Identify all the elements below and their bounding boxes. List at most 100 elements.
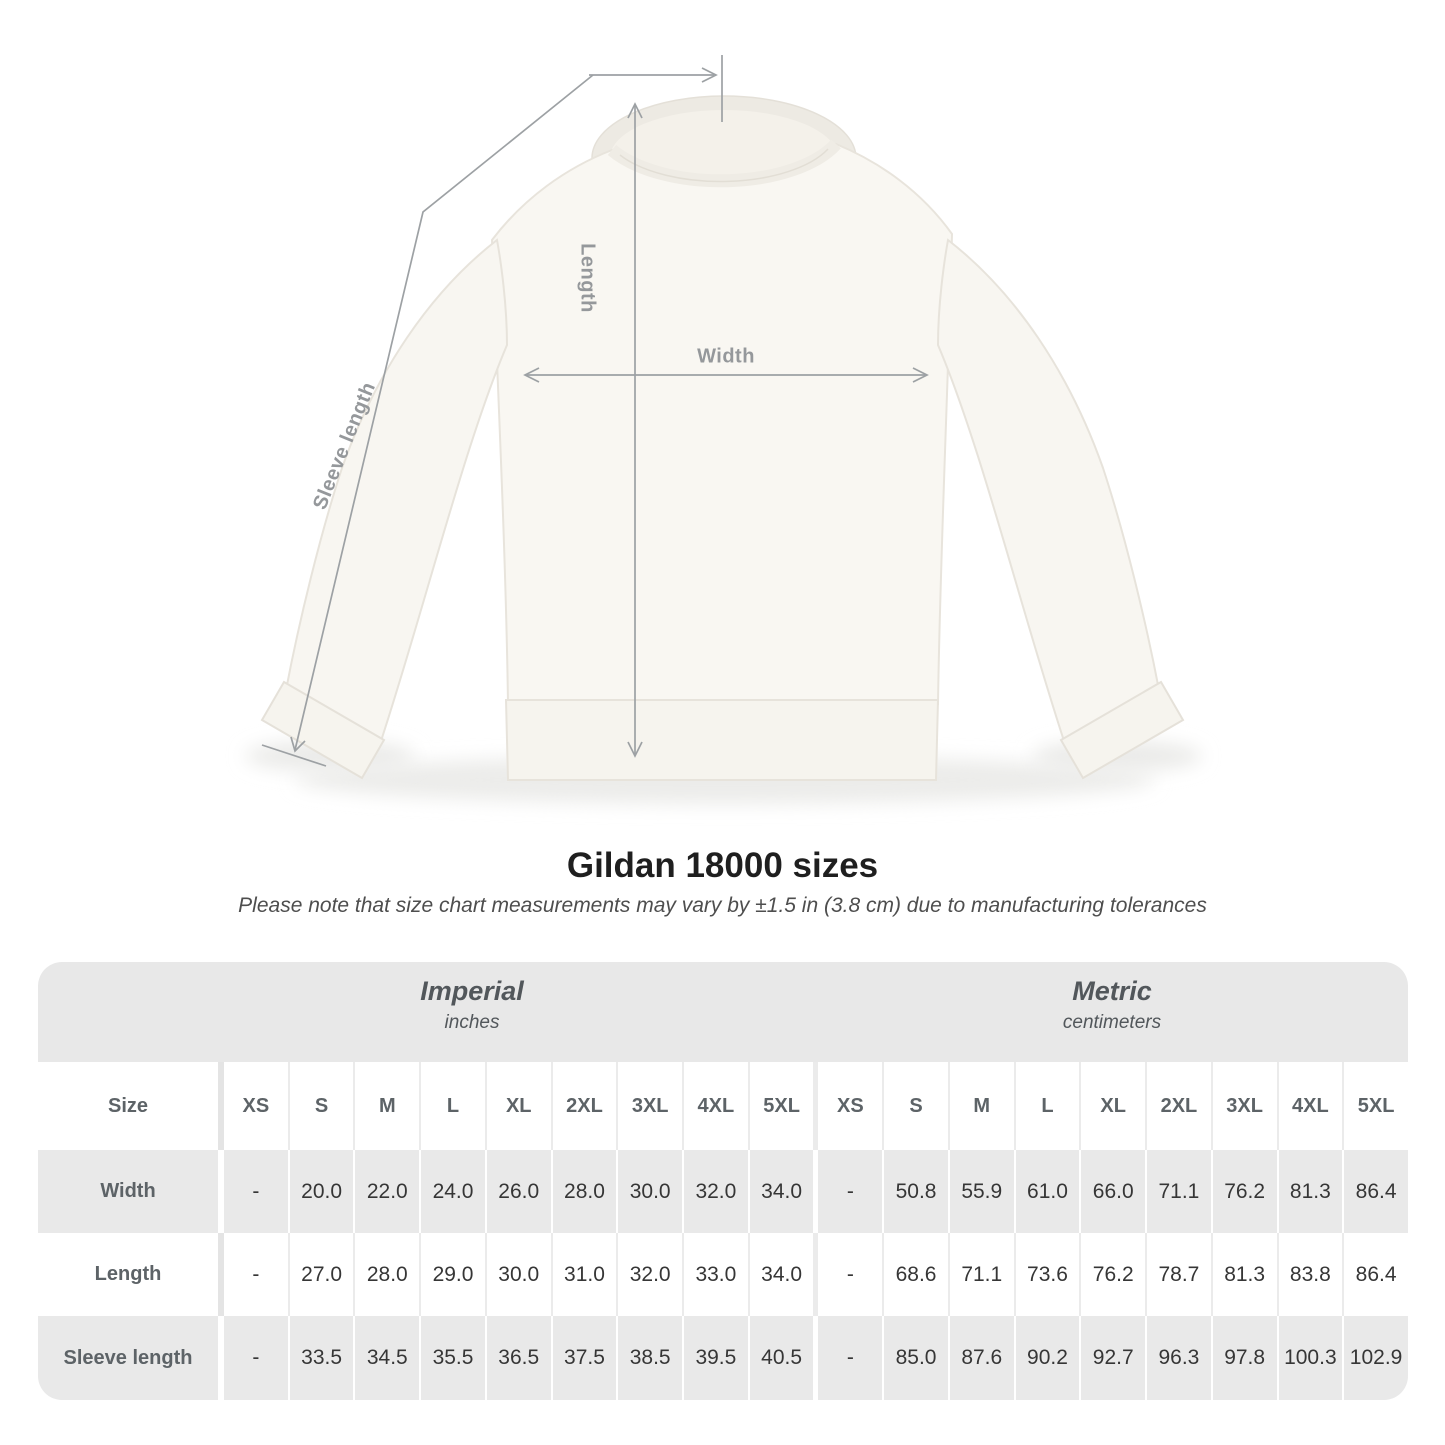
measurement-value: 61.0 bbox=[1013, 1150, 1080, 1233]
size-label: M bbox=[353, 1062, 419, 1150]
hem-band bbox=[504, 699, 940, 781]
measurement-value: 76.2 bbox=[1210, 1150, 1277, 1233]
measurement-value: 83.8 bbox=[1276, 1233, 1343, 1316]
measurement-value: 31.0 bbox=[550, 1233, 617, 1316]
width-label: Width bbox=[697, 345, 755, 368]
length-arrowhead-bottom bbox=[627, 741, 643, 758]
size-label: 5XL bbox=[747, 1062, 814, 1150]
measurement-value: - bbox=[218, 1233, 288, 1316]
unit-group-band: Imperial inches Metric centimeters bbox=[38, 962, 1408, 1062]
sleeve-right bbox=[936, 238, 1161, 746]
size-label: XS bbox=[813, 1062, 882, 1150]
measurement-value: 86.4 bbox=[1342, 1150, 1408, 1233]
measurement-value: 34.5 bbox=[353, 1316, 419, 1400]
measurement-value: 39.5 bbox=[682, 1316, 748, 1400]
neckline-seam bbox=[619, 148, 829, 183]
size-label: M bbox=[947, 1062, 1014, 1150]
size-label: L bbox=[419, 1062, 485, 1150]
measurement-value: 97.8 bbox=[1210, 1316, 1277, 1400]
size-label: 4XL bbox=[682, 1062, 748, 1150]
measurement-value: 22.0 bbox=[353, 1150, 419, 1233]
measurement-value: 28.0 bbox=[353, 1233, 419, 1316]
measurement-value: 34.0 bbox=[747, 1150, 814, 1233]
size-label: 2XL bbox=[1145, 1062, 1211, 1150]
measurement-value: 102.9 bbox=[1342, 1316, 1408, 1400]
measurement-value: 100.3 bbox=[1276, 1316, 1343, 1400]
cuff-right bbox=[1059, 680, 1185, 780]
measurement-value: 73.6 bbox=[1013, 1233, 1080, 1316]
sleeve-length-line bbox=[294, 74, 594, 751]
measurement-value: 29.0 bbox=[419, 1233, 485, 1316]
measurement-value: 32.0 bbox=[616, 1233, 682, 1316]
measurement-lines bbox=[261, 55, 929, 767]
measurement-value: - bbox=[813, 1150, 882, 1233]
size-label: S bbox=[882, 1062, 948, 1150]
measurement-value: 37.5 bbox=[550, 1316, 617, 1400]
measurement-value: 30.0 bbox=[484, 1233, 551, 1316]
sleeve-length-arrowhead bbox=[290, 736, 306, 753]
sleeve-length-endstop bbox=[261, 744, 327, 767]
measurement-value: 90.2 bbox=[1013, 1316, 1080, 1400]
measurement-value: 27.0 bbox=[287, 1233, 354, 1316]
metric-group-header: Metric centimeters bbox=[846, 976, 1378, 1034]
width-row: Width -20.0 22.0 24.0 26.0 28.0 30.0 32.0 34.0-5… bbox=[38, 1150, 1408, 1233]
size-label: L bbox=[1013, 1062, 1080, 1150]
measurement-row-label: Sleeve length bbox=[63, 1346, 193, 1369]
measurement-row-label: Width bbox=[100, 1180, 156, 1202]
measurement-value: 38.5 bbox=[616, 1316, 682, 1400]
measurement-value: 78.7 bbox=[1145, 1233, 1211, 1316]
measurement-value: 55.9 bbox=[947, 1150, 1014, 1233]
metric-group-unit: centimeters bbox=[1062, 1012, 1162, 1033]
measurement-value: 50.8 bbox=[882, 1150, 948, 1233]
length-label: Length bbox=[576, 243, 599, 313]
measurement-value: 33.0 bbox=[682, 1233, 748, 1316]
measurement-value: 87.6 bbox=[947, 1316, 1014, 1400]
size-header-row: Size XS S M L XL 2XL 3XL 4XL 5XL XS S M L XL 2XL 3XL 4XL 5… bbox=[38, 1062, 1408, 1150]
sweatshirt-diagram: Length Width Sleeve length bbox=[245, 55, 1202, 804]
measurement-value: 20.0 bbox=[287, 1150, 354, 1233]
metric-group-title: Metric bbox=[1072, 976, 1152, 1006]
measurement-value: 92.7 bbox=[1079, 1316, 1145, 1400]
measurement-value: 26.0 bbox=[484, 1150, 551, 1233]
length-arrowhead-top bbox=[627, 102, 643, 119]
measurement-value: 30.0 bbox=[616, 1150, 682, 1233]
measurement-value: 96.3 bbox=[1145, 1316, 1211, 1400]
measurement-value: - bbox=[813, 1233, 882, 1316]
body-panel bbox=[490, 142, 954, 705]
size-label: 2XL bbox=[550, 1062, 617, 1150]
cuff-left bbox=[260, 680, 386, 780]
measurement-value: - bbox=[218, 1316, 288, 1400]
length-row: Length -27.0 28.0 29.0 30.0 31.0 32.0 33.0 34.0-… bbox=[38, 1233, 1408, 1316]
size-chart-table: Imperial inches Metric centimeters Size X… bbox=[38, 962, 1408, 1400]
imperial-group-title: Imperial bbox=[420, 976, 524, 1006]
measurement-value: - bbox=[218, 1150, 288, 1233]
measurement-row-label: Length bbox=[94, 1263, 162, 1285]
size-label: 3XL bbox=[616, 1062, 682, 1150]
imperial-group-header: Imperial inches bbox=[98, 976, 846, 1034]
size-label: XL bbox=[484, 1062, 551, 1150]
width-arrowhead-left bbox=[523, 367, 540, 383]
measurement-value: 28.0 bbox=[550, 1150, 617, 1233]
imperial-group-unit: inches bbox=[444, 1012, 500, 1033]
size-label: 3XL bbox=[1210, 1062, 1277, 1150]
page-title: Gildan 18000 sizes bbox=[566, 846, 879, 885]
measurement-value: 86.4 bbox=[1342, 1233, 1408, 1316]
measurement-value: 71.1 bbox=[1145, 1150, 1211, 1233]
measurement-value: 36.5 bbox=[484, 1316, 551, 1400]
sleeve-length-row: Sleeve length -33.5 34.5 35.5 36.5 37.5 38.5 39… bbox=[38, 1316, 1408, 1400]
measurement-value: 32.0 bbox=[682, 1150, 748, 1233]
measurement-value: 81.3 bbox=[1210, 1233, 1277, 1316]
measurement-value: 85.0 bbox=[882, 1316, 948, 1400]
measurement-value: 40.5 bbox=[747, 1316, 814, 1400]
measurement-value: 24.0 bbox=[419, 1150, 485, 1233]
tolerance-note: Please note that size chart measurements… bbox=[238, 894, 1207, 917]
measurement-value: 66.0 bbox=[1079, 1150, 1145, 1233]
size-column-header: Size bbox=[107, 1094, 149, 1117]
measurement-value: 68.6 bbox=[882, 1233, 948, 1316]
measurement-value: - bbox=[813, 1316, 882, 1400]
size-label: XL bbox=[1079, 1062, 1145, 1150]
measurement-value: 34.0 bbox=[747, 1233, 814, 1316]
measurement-value: 35.5 bbox=[419, 1316, 485, 1400]
size-label: XS bbox=[218, 1062, 288, 1150]
